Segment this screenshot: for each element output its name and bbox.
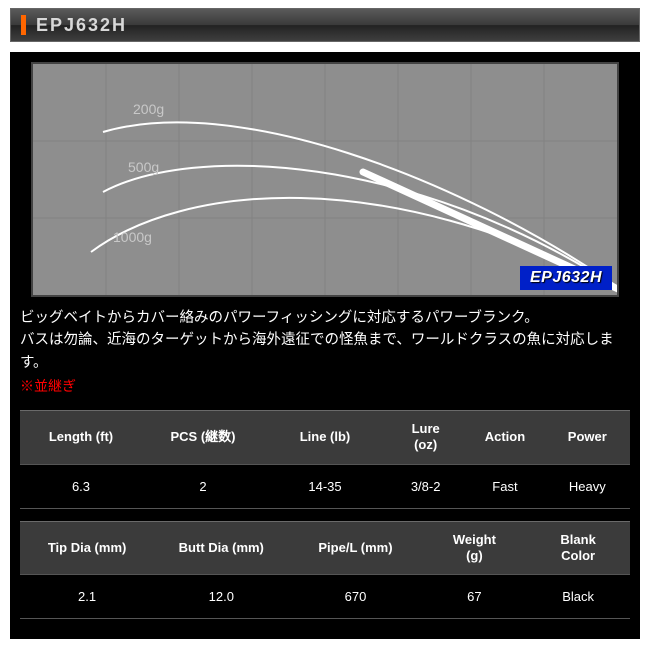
svg-text:1000g: 1000g — [113, 229, 152, 245]
col-header: Power — [545, 411, 630, 465]
bend-curve-chart: 200g 500g 1000g EPJ632H — [31, 62, 619, 297]
col-header: Line (lb) — [264, 411, 386, 465]
table-row: 2.112.067067Black — [20, 575, 630, 619]
cell: 14-35 — [264, 464, 386, 508]
col-header: BlankColor — [526, 521, 630, 575]
col-header: Butt Dia (mm) — [154, 521, 288, 575]
table-header-row: Length (ft)PCS (継数)Line (lb)Lure(oz)Acti… — [20, 411, 630, 465]
cell: 670 — [288, 575, 422, 619]
cell: 67 — [423, 575, 527, 619]
col-header: Lure(oz) — [386, 411, 465, 465]
cell: 12.0 — [154, 575, 288, 619]
col-header: PCS (継数) — [142, 411, 264, 465]
chart-svg: 200g 500g 1000g — [33, 64, 617, 295]
cell: 6.3 — [20, 464, 142, 508]
chart-badge: EPJ632H — [520, 266, 612, 290]
title-bar: EPJ632H — [10, 8, 640, 42]
cell: Heavy — [545, 464, 630, 508]
desc-line-2: バスは勿論、近海のターゲットから海外遠征での怪魚まで、ワールドクラスの魚に対応し… — [20, 329, 630, 374]
page: EPJ632H 200g 500g 1000g EPJ632H ビッグベイトからカバ… — [0, 8, 650, 639]
col-header: Weight(g) — [423, 521, 527, 575]
description: ビッグベイトからカバー絡みのパワーフィッシングに対応するパワーブランク。 バスは… — [20, 307, 630, 398]
spec-table-2: Tip Dia (mm)Butt Dia (mm)Pipe/L (mm)Weig… — [20, 521, 630, 620]
spec-table-1: Length (ft)PCS (継数)Line (lb)Lure(oz)Acti… — [20, 410, 630, 509]
table-row: 6.3214-353/8-2FastHeavy — [20, 464, 630, 508]
desc-note: ※並継ぎ — [20, 376, 630, 398]
table-header-row: Tip Dia (mm)Butt Dia (mm)Pipe/L (mm)Weig… — [20, 521, 630, 575]
cell: Black — [526, 575, 630, 619]
col-header: Pipe/L (mm) — [288, 521, 422, 575]
svg-text:200g: 200g — [133, 101, 164, 117]
cell: Fast — [465, 464, 544, 508]
desc-line-1: ビッグベイトからカバー絡みのパワーフィッシングに対応するパワーブランク。 — [20, 307, 630, 329]
title-accent — [21, 15, 26, 35]
title-text: EPJ632H — [36, 15, 127, 36]
content-area: 200g 500g 1000g EPJ632H ビッグベイトからカバー絡みのパワーフ… — [10, 52, 640, 639]
svg-text:500g: 500g — [128, 159, 159, 175]
col-header: Tip Dia (mm) — [20, 521, 154, 575]
col-header: Length (ft) — [20, 411, 142, 465]
cell: 2.1 — [20, 575, 154, 619]
cell: 2 — [142, 464, 264, 508]
cell: 3/8-2 — [386, 464, 465, 508]
col-header: Action — [465, 411, 544, 465]
